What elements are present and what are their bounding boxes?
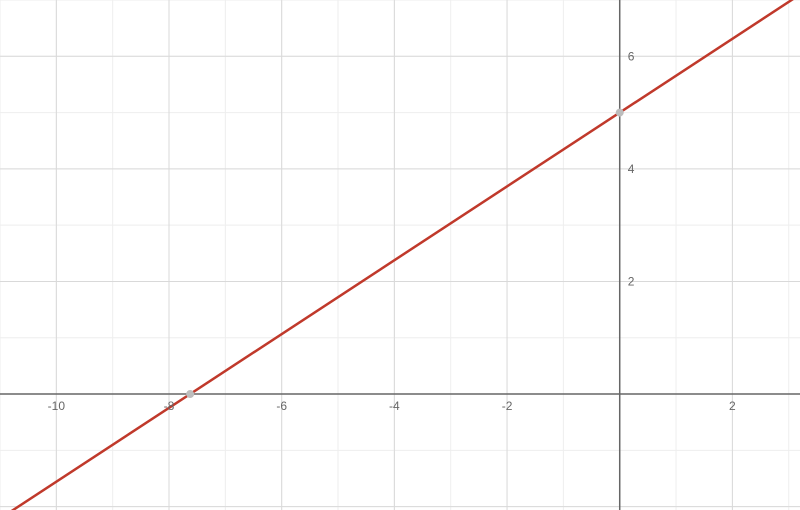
- svg-text:6: 6: [628, 49, 635, 63]
- plot-line: [0, 0, 800, 510]
- svg-text:-2: -2: [502, 399, 513, 413]
- line-chart: -10 -8 -6 -4 -2 2 2 4 6: [0, 0, 800, 510]
- svg-text:-4: -4: [389, 399, 400, 413]
- svg-text:-6: -6: [276, 399, 287, 413]
- x-tick-labels: -10 -8 -6 -4 -2 2: [48, 399, 736, 413]
- axes: [0, 0, 800, 510]
- svg-text:4: 4: [628, 162, 635, 176]
- svg-text:-10: -10: [48, 399, 66, 413]
- y-tick-labels: 2 4 6: [628, 49, 635, 288]
- grid-major: [0, 0, 800, 510]
- svg-text:2: 2: [729, 399, 736, 413]
- svg-text:2: 2: [628, 274, 635, 288]
- chart-canvas: -10 -8 -6 -4 -2 2 2 4 6: [0, 0, 800, 510]
- grid-minor: [0, 0, 800, 510]
- svg-text:-8: -8: [164, 399, 175, 413]
